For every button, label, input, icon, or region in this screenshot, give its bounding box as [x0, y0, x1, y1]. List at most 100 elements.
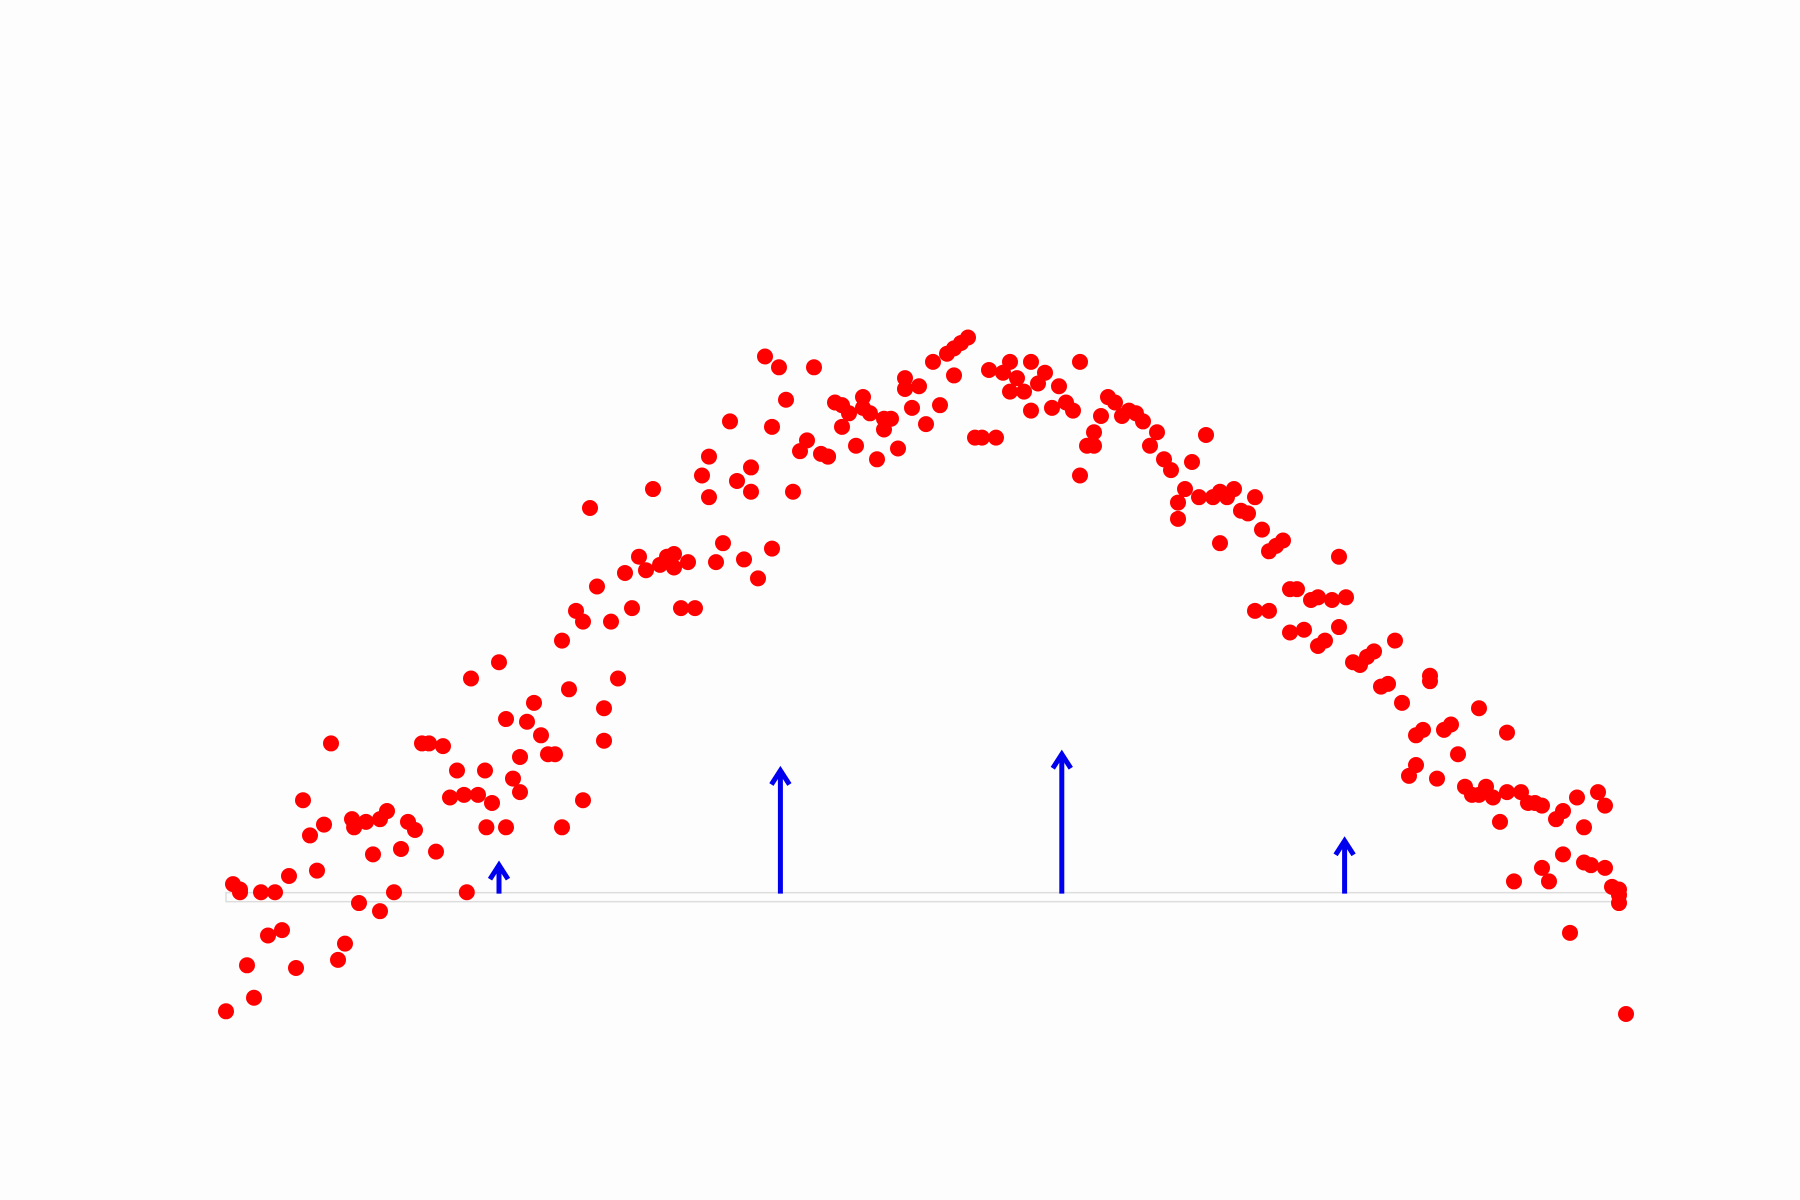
data-point [470, 786, 486, 803]
data-point [1611, 886, 1627, 903]
data-point [274, 922, 290, 939]
data-point [645, 481, 661, 498]
data-point [631, 548, 647, 565]
data-point [1492, 813, 1508, 830]
data-point [610, 670, 626, 687]
data-point [477, 762, 493, 779]
data-point [1499, 724, 1515, 741]
data-point [1002, 383, 1018, 400]
data-point [351, 895, 367, 912]
data-point [673, 600, 689, 617]
arrow-mark [1050, 749, 1073, 894]
data-point [554, 819, 570, 836]
data-point [1163, 462, 1179, 479]
data-point [1044, 399, 1060, 416]
data-point [799, 432, 815, 449]
data-point [1380, 675, 1396, 692]
data-point [1597, 797, 1613, 814]
data-point [1296, 621, 1312, 638]
data-point [442, 789, 458, 806]
data-point [1135, 413, 1151, 430]
data-point [554, 632, 570, 649]
data-point [1310, 638, 1326, 654]
data-point [722, 413, 738, 430]
data-point [596, 732, 612, 749]
data-point [1037, 364, 1053, 381]
data-point [666, 546, 682, 562]
arrow-head [1050, 749, 1073, 770]
data-point [218, 1003, 234, 1020]
data-point [1247, 489, 1263, 506]
data-point [372, 903, 388, 920]
data-point [463, 670, 479, 687]
data-point [869, 451, 885, 468]
data-point [743, 459, 759, 476]
data-point [1366, 643, 1382, 660]
data-point [603, 613, 619, 630]
data-point [1051, 378, 1067, 395]
data-point [1016, 383, 1032, 400]
data-point [491, 654, 507, 671]
data-point [1450, 746, 1466, 763]
data-point [386, 884, 402, 901]
data-point [346, 819, 363, 836]
data-point [1247, 602, 1263, 619]
data-point [834, 397, 850, 414]
data-point [288, 960, 304, 976]
data-point [925, 353, 941, 370]
data-point [295, 792, 311, 809]
points-layer [218, 329, 1634, 1022]
data-point [1576, 819, 1592, 836]
data-point [484, 794, 500, 811]
data-point [806, 359, 822, 376]
data-point [743, 483, 759, 500]
data-point [575, 792, 591, 809]
data-point [589, 578, 605, 595]
data-point [897, 380, 913, 397]
data-point [365, 846, 381, 863]
data-point [458, 884, 475, 901]
data-point [1506, 873, 1522, 890]
data-point [848, 437, 864, 454]
data-point [855, 389, 871, 406]
data-point [1471, 700, 1487, 717]
data-point [1597, 859, 1613, 876]
data-point [694, 467, 710, 484]
data-point [1023, 402, 1039, 419]
data-point [736, 551, 752, 568]
data-point [715, 535, 731, 552]
data-point [435, 738, 451, 755]
data-point [449, 762, 465, 779]
data-point [323, 735, 339, 752]
data-point [316, 816, 332, 833]
data-point [960, 329, 976, 346]
data-point [687, 600, 703, 617]
arrow-head [769, 765, 792, 786]
data-point [456, 786, 472, 803]
data-point [1002, 353, 1018, 370]
data-point [1170, 510, 1186, 527]
data-point [533, 727, 549, 744]
data-point [358, 813, 374, 830]
data-point [421, 735, 437, 752]
data-point [918, 416, 934, 433]
data-point [1261, 602, 1277, 619]
data-point [1387, 632, 1403, 649]
data-point [1331, 619, 1347, 636]
data-point [1562, 924, 1578, 941]
data-point [638, 562, 654, 579]
data-point [498, 711, 514, 728]
data-point [708, 554, 724, 571]
data-point [1170, 494, 1186, 511]
data-point [1429, 770, 1445, 787]
data-point [1415, 721, 1431, 738]
data-point [260, 927, 276, 944]
arrow-head [1333, 836, 1356, 857]
data-point [512, 748, 528, 765]
data-point [1555, 803, 1571, 820]
data-point [1093, 408, 1109, 424]
data-point [596, 700, 612, 717]
data-point [890, 440, 906, 457]
